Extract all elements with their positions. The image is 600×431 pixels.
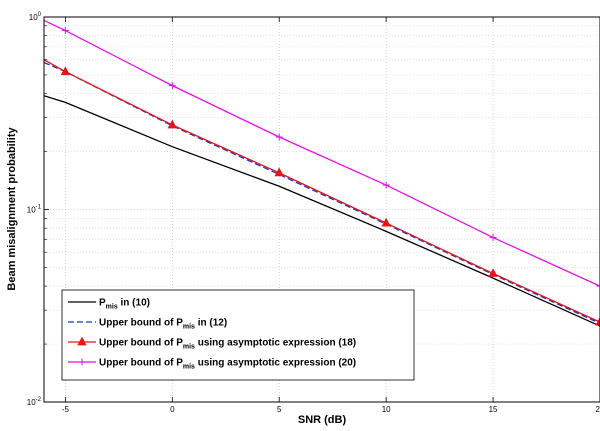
x-tick-label: 20 xyxy=(596,405,600,414)
x-tick-label: 15 xyxy=(489,405,498,414)
x-tick-label: 0 xyxy=(170,405,175,414)
x-axis-label: SNR (dB) xyxy=(298,414,347,426)
y-axis-label: Beam misalignment probability xyxy=(6,127,18,291)
x-tick-label: 10 xyxy=(382,405,391,414)
x-tick-label: -5 xyxy=(62,405,70,414)
x-tick-label: 5 xyxy=(277,405,282,414)
